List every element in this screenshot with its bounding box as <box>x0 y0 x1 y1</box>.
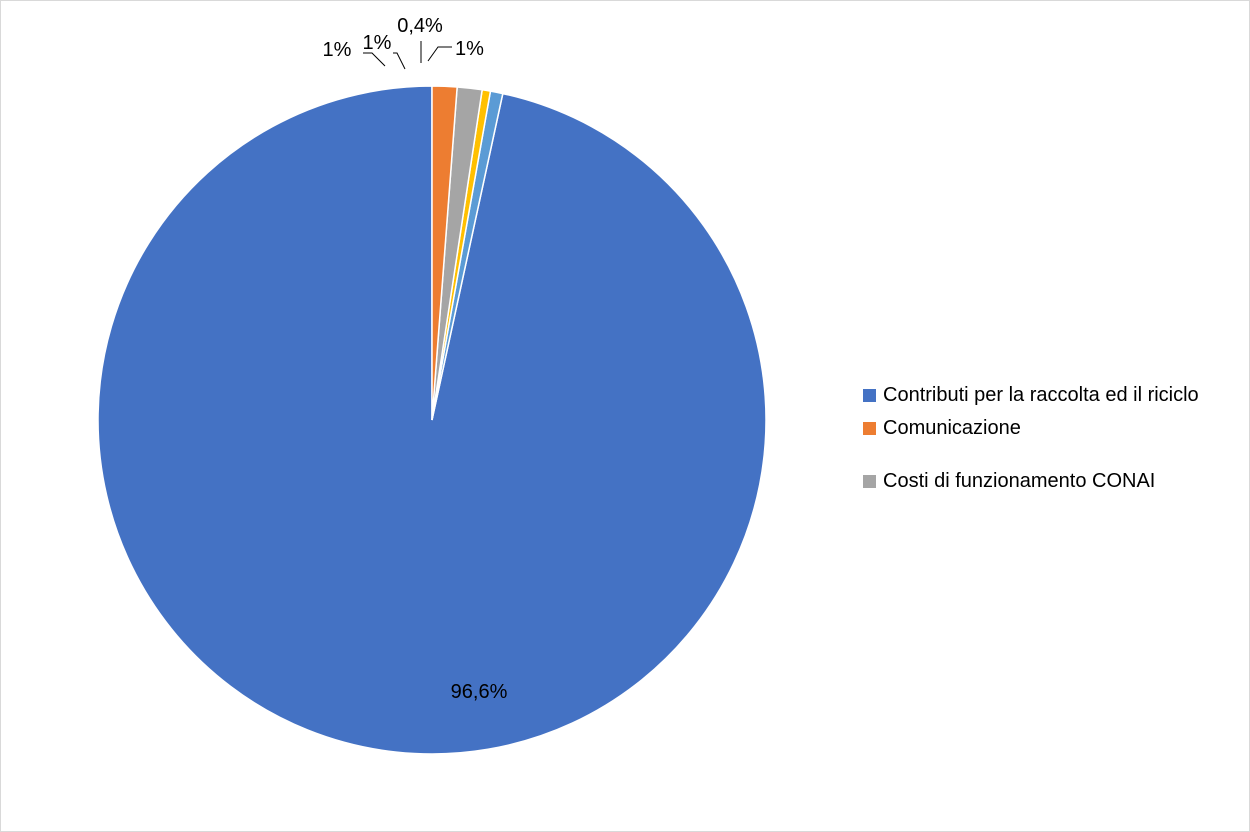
legend: Contributi per la raccolta ed il riciclo… <box>863 382 1223 501</box>
legend-item-comunicazione: Comunicazione <box>863 415 1223 442</box>
legend-swatch-contributi <box>863 389 876 402</box>
data-label-2: 0,4% <box>397 15 443 37</box>
pie-data-labels: 96,6%1%0,4%1%1% <box>323 15 508 703</box>
legend-item-contributi: Contributi per la raccolta ed il riciclo <box>863 382 1223 409</box>
leader-line-4 <box>363 52 386 67</box>
data-label-1: 1% <box>455 38 484 60</box>
legend-swatch-comunicazione <box>863 422 876 435</box>
legend-swatch-costi <box>863 475 876 488</box>
data-label-0: 96,6% <box>451 681 508 703</box>
pie-slices <box>97 85 767 755</box>
pie-slice-4 <box>431 85 458 421</box>
legend-item-costi: Costi di funzionamento CONAI <box>863 468 1223 495</box>
data-label-4: 1% <box>323 39 352 61</box>
legend-label-costi: Costi di funzionamento CONAI <box>883 470 1156 492</box>
leader-line-3 <box>393 52 406 70</box>
legend-label-comunicazione: Comunicazione <box>883 417 1021 439</box>
legend-label-contributi: Contributi per la raccolta ed il riciclo <box>883 384 1199 406</box>
leader-line-1 <box>427 46 452 62</box>
data-label-3: 1% <box>363 32 392 54</box>
